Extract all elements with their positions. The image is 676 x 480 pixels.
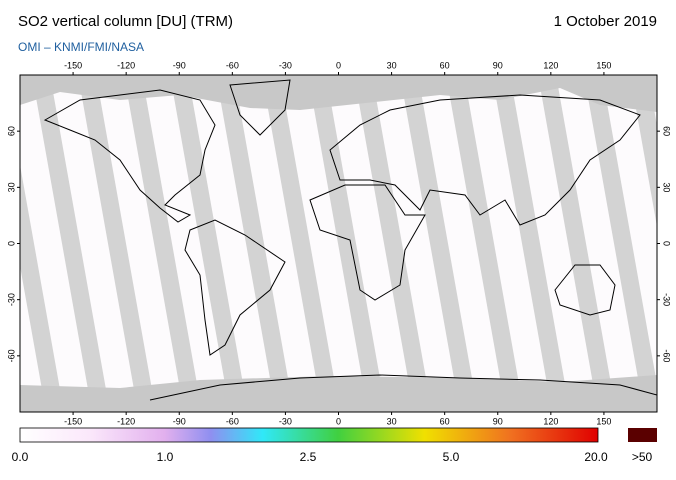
south-america: [184, 219, 286, 356]
orbit-gap: [584, 75, 657, 412]
polar-south: [20, 375, 657, 412]
colorbar-label: 0.0: [12, 450, 29, 464]
eurasia: [329, 94, 641, 226]
lon-label-top: -60: [226, 60, 239, 70]
lon-label-top: 90: [493, 60, 503, 70]
orbit-gap: [446, 75, 524, 412]
orbit-gap: [354, 75, 432, 412]
orbit-gap: [78, 75, 156, 412]
lat-label-left: 60: [6, 126, 16, 136]
lon-label-top: -120: [117, 60, 135, 70]
lat-label-right: -60: [662, 349, 672, 362]
lon-label-bottom: 90: [493, 416, 503, 426]
source: OMI – KNMI/FMI/NASA: [18, 40, 144, 54]
lon-label-top: -150: [64, 60, 82, 70]
lon-label-bottom: 120: [543, 416, 558, 426]
colorbar-label: 5.0: [443, 450, 460, 464]
lon-label-bottom: 0: [336, 416, 341, 426]
axes: -150 -150 -120 -120 -90 -90 -60 -60 -30 -30 0 0 30 30…: [6, 60, 671, 426]
lon-label-bottom: -60: [226, 416, 239, 426]
lon-label-bottom: -90: [173, 416, 186, 426]
map: [20, 75, 657, 412]
lon-label-top: -90: [173, 60, 186, 70]
orbit-gap: [400, 75, 478, 412]
lon-label-bottom: -30: [279, 416, 292, 426]
orbit-gap: [492, 75, 570, 412]
colorbar-labels: 0.0 1.0 2.5 5.0 20.0: [12, 450, 608, 464]
date: 1 October 2019: [554, 13, 657, 30]
lat-label-left: 0: [6, 241, 16, 246]
lat-label-right: 60: [662, 126, 672, 136]
lon-label-top: -30: [279, 60, 292, 70]
lat-label-left: -60: [6, 349, 16, 362]
colorbar-overflow: [628, 428, 657, 442]
africa: [309, 184, 426, 301]
colorbar-label: 1.0: [157, 450, 174, 464]
lon-label-top: 150: [596, 60, 611, 70]
north-america: [43, 89, 216, 223]
lon-label-bottom: 150: [596, 416, 611, 426]
orbit-gap: [216, 75, 294, 412]
lon-label-bottom: 60: [440, 416, 450, 426]
lon-label-bottom: -150: [64, 416, 82, 426]
orbit-gap: [630, 75, 657, 227]
orbit-gap: [124, 75, 202, 412]
overflow-label: >50: [632, 450, 653, 464]
lat-label-left: -30: [6, 293, 16, 306]
polar-north: [20, 75, 657, 112]
colorbar: [19, 427, 599, 443]
australia: [554, 264, 616, 316]
lon-label-top: 0: [336, 60, 341, 70]
lon-label-bottom: 30: [387, 416, 397, 426]
lat-label-right: 30: [662, 182, 672, 192]
lon-label-top: 120: [543, 60, 558, 70]
title: SO2 vertical column [DU] (TRM): [18, 13, 233, 30]
orbit-gap: [262, 75, 340, 412]
colorbar-label: 20.0: [584, 450, 608, 464]
orbit-gap: [20, 164, 64, 412]
orbit-gap: [32, 75, 110, 412]
continents: [43, 79, 657, 401]
lat-label-left: 30: [6, 182, 16, 192]
lon-label-bottom: -120: [117, 416, 135, 426]
colorbar-label: 2.5: [300, 450, 317, 464]
lon-label-top: 30: [387, 60, 397, 70]
orbit-gap: [308, 75, 386, 412]
greenland: [229, 79, 291, 136]
orbit-gap: [170, 75, 248, 412]
antarctica: [149, 374, 657, 401]
lat-label-right: -30: [662, 293, 672, 306]
lat-label-right: 0: [662, 241, 672, 246]
lon-label-top: 60: [440, 60, 450, 70]
orbit-gap: [538, 75, 616, 412]
orbit-gaps: [20, 75, 657, 412]
